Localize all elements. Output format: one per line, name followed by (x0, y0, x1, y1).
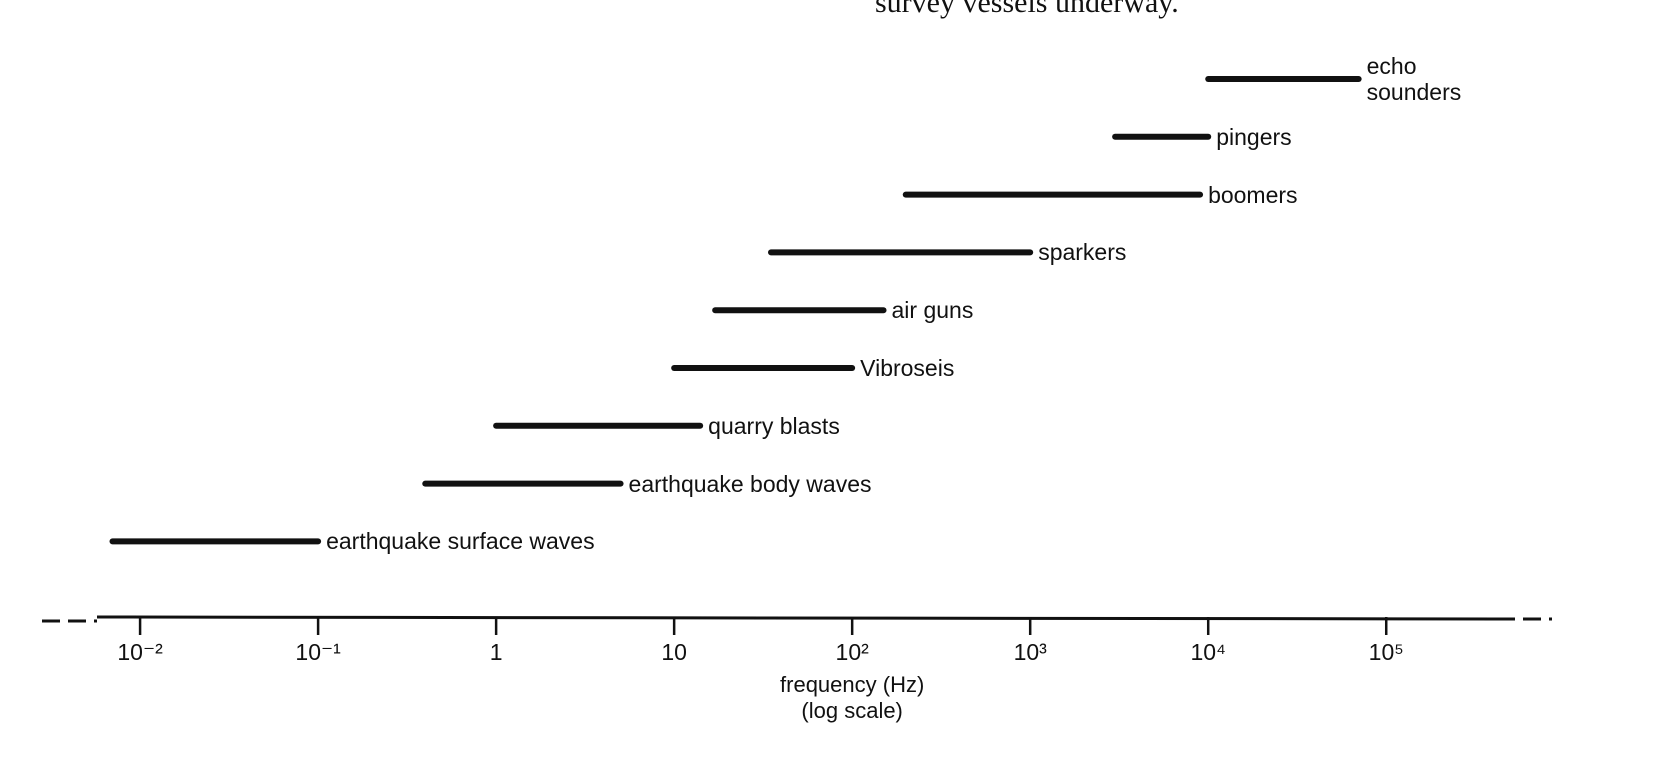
bar-label: quarry blasts (708, 412, 840, 439)
x-tick-label: 10⁻¹ (295, 639, 341, 665)
x-tick-label: 10⁻² (117, 639, 163, 665)
x-tick-label: 1 (489, 639, 503, 665)
bar-label: earthquake surface waves (326, 528, 595, 555)
x-axis-title: frequency (Hz) (log scale) (780, 672, 925, 723)
bar-label: sparkers (1038, 239, 1127, 266)
bar-label: air guns (891, 297, 974, 324)
bar-label: Vibroseis (860, 355, 955, 381)
x-tick-label: 10 (661, 639, 687, 665)
x-axis (96, 615, 1498, 621)
x-tick-label: 10³ (1013, 639, 1047, 665)
header-fragment: survey vessels underway. (875, 0, 1179, 19)
x-tick-label: 10⁴ (1190, 639, 1226, 665)
bar-label: boomers (1208, 181, 1298, 208)
x-tick-label: 10² (835, 639, 869, 665)
bar-label: pingers (1216, 123, 1292, 150)
bar-label: earthquake body waves (628, 470, 872, 497)
bar-label: echo sounders (1366, 53, 1462, 105)
x-tick-label: 10⁵ (1368, 639, 1404, 665)
